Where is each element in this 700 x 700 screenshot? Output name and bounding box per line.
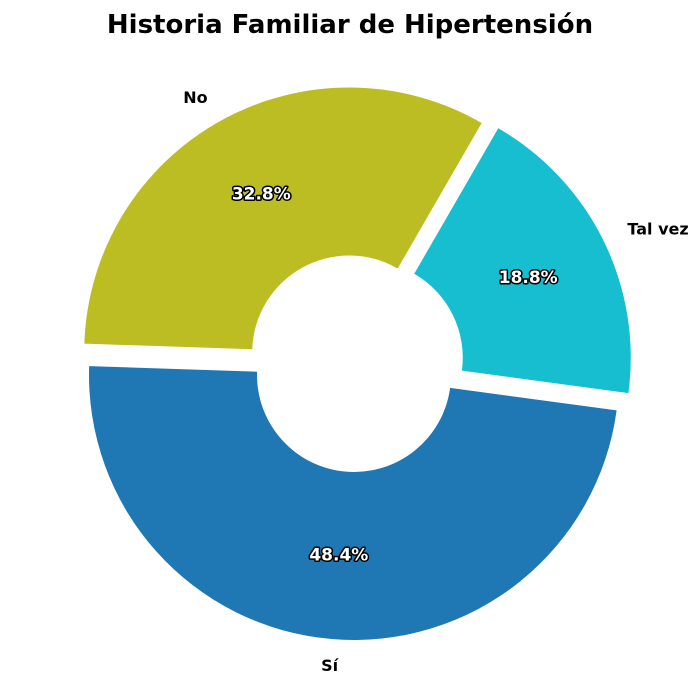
slice-tal-vez	[414, 128, 631, 394]
value-label-no: 32.8%	[232, 184, 291, 204]
category-label-tal-vez: Tal vez	[627, 220, 688, 239]
slice-si	[88, 366, 617, 640]
category-label-no: No	[183, 88, 207, 107]
value-label-tal-vez: 18.8%	[499, 268, 558, 288]
value-label-si: 48.4%	[309, 545, 368, 565]
category-label-si: Sí	[321, 656, 340, 675]
chart-title: Historia Familiar de Hipertensión	[106, 10, 594, 40]
slice-no	[84, 87, 482, 350]
